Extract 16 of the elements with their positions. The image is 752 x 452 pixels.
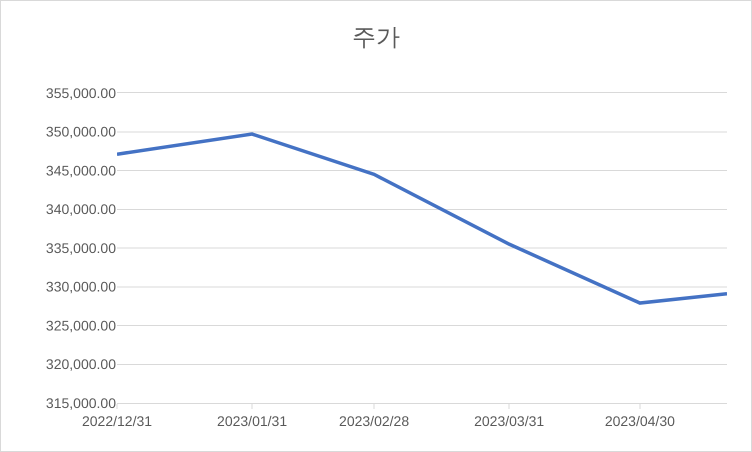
y-tick-label: 330,000.00 — [46, 278, 116, 295]
y-tick-label: 345,000.00 — [46, 162, 116, 178]
chart-title: 주가 — [352, 24, 400, 51]
y-tick-label: 325,000.00 — [46, 317, 116, 334]
x-tick-label: 2023/03/31 — [474, 412, 544, 429]
y-tick-label: 315,000.00 — [46, 394, 116, 411]
y-tick-label: 320,000.00 — [46, 356, 116, 372]
line-series — [117, 132, 727, 305]
x-tick-label: 2023/02/28 — [339, 412, 410, 429]
x-tick-label: 2022/12/31 — [82, 412, 152, 429]
x-tick-label: 2023/04/30 — [604, 412, 676, 429]
y-tick-label: 335,000.00 — [46, 240, 116, 256]
y-tick-label: 340,000.00 — [46, 201, 116, 218]
y-tick-label: 350,000.00 — [46, 124, 116, 140]
x-tick-label: 2023/01/31 — [217, 412, 288, 429]
y-tick-label: 355,000.00 — [46, 84, 116, 101]
